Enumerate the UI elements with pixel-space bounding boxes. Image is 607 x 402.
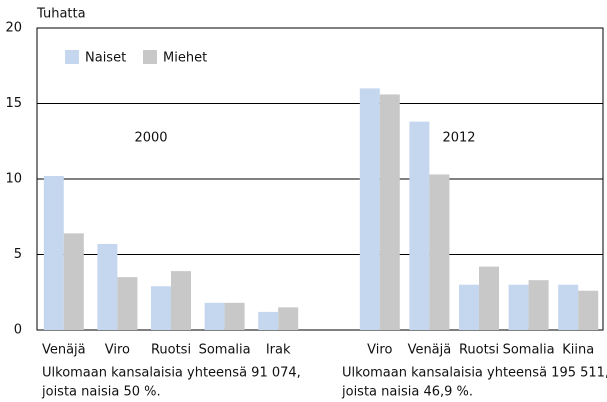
bar [379,94,400,330]
y-tick-label: 20 [5,21,22,36]
x-tick-label: Ruotsi [459,343,499,358]
bar [63,233,84,330]
x-tick-label: Ruotsi [151,343,191,358]
note: Ulkomaan kansalaisia yhteensä 91 074, [42,366,301,381]
bar [578,290,599,330]
y-tick-label: 5 [14,247,22,262]
x-tick-label: Kiina [562,343,594,358]
x-tick-label: Viro [367,343,392,358]
y-tick-label: 15 [5,96,22,111]
bar [409,121,430,331]
y-tick-label: 0 [14,323,22,338]
bar [97,243,118,330]
bar [558,284,579,330]
x-tick-label: Venäjä [42,343,86,358]
bar [117,277,138,330]
bar [224,302,245,330]
bar [43,175,64,330]
y-tick-label: 10 [5,172,22,187]
bar [278,307,299,330]
x-tick-label: Viro [105,343,130,358]
bar [429,174,450,330]
panel-label: 2000 [134,131,167,146]
bar [359,88,380,331]
legend-swatch [143,50,157,64]
bar [151,286,171,330]
panel-label: 2012 [442,131,475,146]
bar [171,271,191,330]
bar [258,311,279,330]
note: joista naisia 50 %. [41,385,161,400]
legend-label: Miehet [163,51,207,66]
bar [508,284,529,330]
plot-frame [36,27,604,331]
bar [459,284,479,330]
bar [479,266,499,330]
x-tick-label: Somalia [503,343,555,358]
note: Ulkomaan kansalaisia yhteensä 195 511, [342,366,607,381]
x-tick-label: Irak [266,343,291,358]
y-axis-label: Tuhatta [36,7,86,22]
legend-label: Naiset [85,51,126,66]
note: joista naisia 46,9 %. [341,385,473,400]
bar [204,302,225,330]
x-tick-label: Somalia [199,343,251,358]
bar [528,280,549,330]
x-tick-label: Venäjä [408,343,452,358]
legend-swatch [65,50,79,64]
